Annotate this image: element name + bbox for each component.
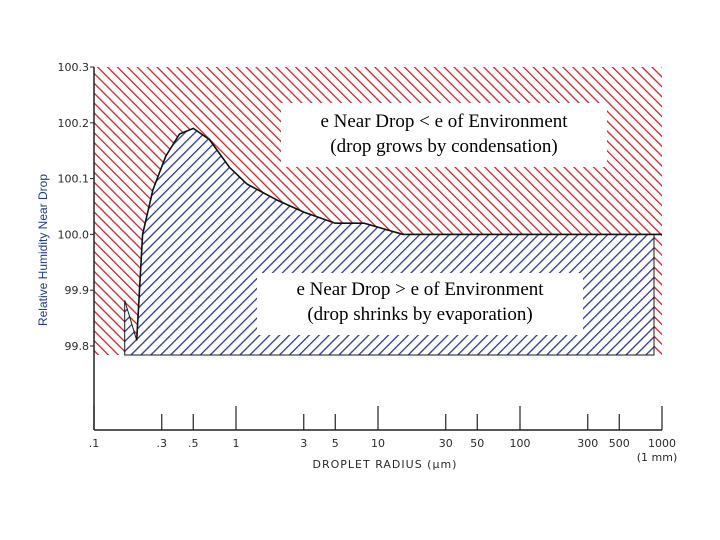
x-tick-label: .5 <box>188 437 199 450</box>
x-tick-label: 1 <box>233 437 240 450</box>
x-tick-label: 30 <box>439 437 453 450</box>
y-tick-label: 100.2 <box>58 117 90 130</box>
x-tick-label: 50 <box>470 437 484 450</box>
equilibrium-curve <box>135 127 662 341</box>
condensation-label-line2: (drop grows by condensation) <box>330 136 558 157</box>
y-tick-label: 99.8 <box>65 340 90 353</box>
evaporation-label-line1: e Near Drop > e of Environment <box>296 279 544 300</box>
x-tick-label: 10 <box>371 437 385 450</box>
x-axis-label: DROPLET RADIUS (μm) <box>313 458 458 471</box>
evaporation-label-line2: (drop shrinks by evaporation) <box>307 304 533 325</box>
condensation-label-line1: e Near Drop < e of Environment <box>320 111 568 132</box>
x-tick-label: 3 <box>300 437 307 450</box>
y-ticks: 100.3 100.2 100.1 100.0 99.9 99.8 <box>58 61 94 353</box>
y-tick-label: 100.0 <box>58 228 90 241</box>
x-tick-label: 100 <box>510 437 531 450</box>
x-tick-label: 1000 <box>648 437 676 450</box>
x-tick-label: .1 <box>89 437 100 450</box>
x-tick-label: 300 <box>577 437 598 450</box>
x-tick-label: 500 <box>609 437 630 450</box>
x-extra-label: (1 mm) <box>637 451 678 464</box>
y-axis-label: Relative Humidity Near Drop <box>36 174 50 326</box>
y-tick-label: 100.1 <box>58 173 90 186</box>
evaporation-label-box: e Near Drop > e of Environment (drop shr… <box>257 273 583 335</box>
x-tick-label: 5 <box>332 437 339 450</box>
y-tick-label: 100.3 <box>58 61 90 74</box>
x-tick-label: .3 <box>157 437 168 450</box>
y-tick-label: 99.9 <box>65 284 90 297</box>
condensation-label-box: e Near Drop < e of Environment (drop gro… <box>281 103 607 167</box>
x-ticks: .1 .3 .5 1 3 5 10 30 50 100 300 500 1000 <box>89 406 676 450</box>
